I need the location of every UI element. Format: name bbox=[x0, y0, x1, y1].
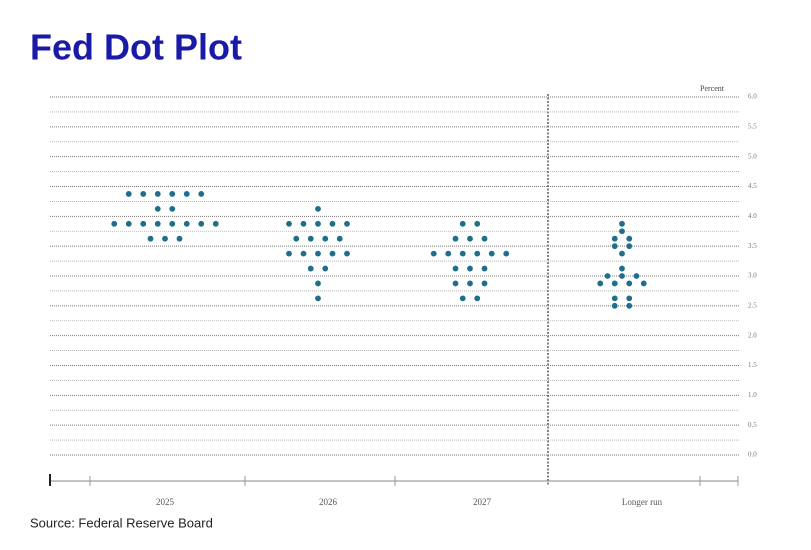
y-tick-label: 1.0 bbox=[748, 391, 757, 399]
dot bbox=[125, 220, 132, 227]
x-tick-label: Longer run bbox=[622, 497, 663, 507]
y-tick-label: 0.5 bbox=[748, 421, 757, 429]
x-tick-label: 2027 bbox=[473, 497, 492, 507]
dot bbox=[315, 250, 321, 257]
dot bbox=[147, 235, 154, 242]
x-tick-label: 2026 bbox=[319, 497, 338, 507]
dot bbox=[140, 191, 147, 197]
dot bbox=[198, 191, 205, 197]
dot bbox=[169, 191, 176, 197]
dot bbox=[626, 295, 633, 302]
dot bbox=[467, 280, 473, 287]
dot bbox=[322, 265, 329, 272]
dot bbox=[459, 295, 466, 302]
dot bbox=[611, 235, 618, 242]
dot bbox=[344, 220, 350, 227]
dot bbox=[619, 250, 625, 257]
dot bbox=[162, 235, 168, 242]
dot bbox=[212, 220, 219, 227]
dot bbox=[329, 220, 336, 227]
dot bbox=[315, 205, 321, 212]
dot bbox=[488, 250, 495, 257]
dot bbox=[336, 235, 343, 242]
dot bbox=[183, 220, 190, 227]
dot bbox=[611, 295, 618, 302]
dot bbox=[474, 295, 481, 302]
dot bbox=[633, 273, 640, 279]
x-tick-label: 2025 bbox=[156, 497, 175, 507]
dot bbox=[467, 265, 473, 272]
dot bbox=[300, 220, 307, 227]
dot bbox=[125, 191, 132, 197]
dot bbox=[307, 265, 314, 272]
dot bbox=[445, 250, 452, 257]
dot bbox=[452, 280, 459, 287]
y-tick-label: 0.0 bbox=[748, 451, 757, 459]
dot bbox=[154, 220, 161, 227]
y-tick-label: 4.0 bbox=[748, 212, 757, 220]
dot bbox=[344, 250, 350, 257]
dot bbox=[307, 235, 314, 242]
dot bbox=[198, 220, 205, 227]
y-tick-label: 2.0 bbox=[748, 331, 757, 339]
y-tick-label: 5.5 bbox=[748, 122, 757, 130]
y-tick-label: 5.0 bbox=[748, 152, 757, 160]
dot bbox=[467, 235, 473, 242]
dot bbox=[619, 228, 625, 235]
dot bbox=[293, 235, 300, 242]
dot bbox=[611, 280, 618, 287]
dot bbox=[329, 250, 336, 257]
dot bbox=[315, 280, 321, 287]
dot bbox=[474, 220, 481, 227]
dot bbox=[169, 205, 176, 212]
dot bbox=[452, 265, 459, 272]
dot bbox=[140, 220, 147, 227]
dot bbox=[611, 243, 618, 250]
dot bbox=[183, 191, 190, 197]
dot bbox=[503, 250, 510, 257]
dot bbox=[619, 265, 625, 272]
dot bbox=[452, 235, 459, 242]
dot bbox=[286, 220, 292, 227]
dot bbox=[474, 250, 481, 257]
dot bbox=[619, 220, 625, 227]
dot bbox=[176, 235, 183, 242]
y-tick-label: 6.0 bbox=[748, 93, 757, 101]
dot bbox=[315, 220, 321, 227]
dot bbox=[481, 235, 488, 242]
chart-title: Fed Dot Plot bbox=[30, 27, 242, 68]
dot bbox=[154, 205, 161, 212]
y-axis-label: Percent bbox=[700, 84, 725, 93]
dot bbox=[597, 280, 604, 287]
dot bbox=[154, 191, 161, 197]
dot bbox=[604, 273, 611, 279]
dot bbox=[459, 250, 466, 257]
dot bbox=[481, 280, 488, 287]
dot bbox=[626, 302, 633, 309]
dot bbox=[640, 280, 647, 287]
dot bbox=[626, 243, 633, 250]
y-tick-label: 3.0 bbox=[748, 272, 757, 280]
dot bbox=[619, 273, 625, 279]
dot bbox=[322, 235, 329, 242]
dot bbox=[300, 250, 307, 257]
dot bbox=[611, 302, 618, 309]
dot bbox=[626, 235, 633, 242]
dot bbox=[626, 280, 633, 287]
y-tick-label: 3.5 bbox=[748, 242, 757, 250]
dot bbox=[286, 250, 292, 257]
y-tick-label: 1.5 bbox=[748, 361, 757, 369]
dot bbox=[169, 220, 176, 227]
dot bbox=[459, 220, 466, 227]
source: Source: Federal Reserve Board bbox=[30, 515, 213, 530]
dot bbox=[111, 220, 118, 227]
dot bbox=[315, 295, 321, 302]
y-tick-label: 2.5 bbox=[748, 301, 757, 309]
y-tick-label: 4.5 bbox=[748, 182, 757, 190]
dot bbox=[481, 265, 488, 272]
dot bbox=[430, 250, 437, 257]
